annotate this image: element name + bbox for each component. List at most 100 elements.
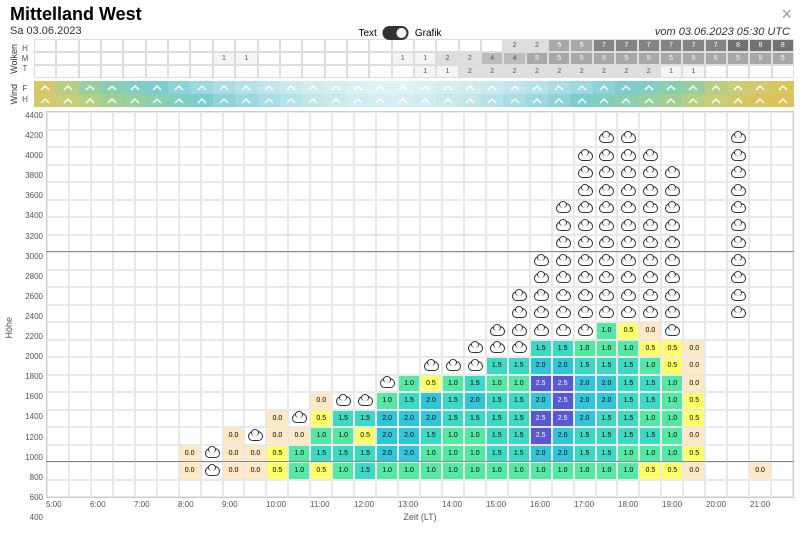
thermal-cell	[354, 182, 376, 200]
thermal-cell: 2.0	[552, 427, 574, 445]
cloud-icon	[599, 291, 613, 301]
y-tick: 800	[30, 473, 43, 482]
cloud-cell	[123, 39, 145, 52]
thermal-cell	[442, 305, 464, 323]
cloud-cell	[101, 52, 123, 65]
wind-cell	[347, 81, 369, 94]
thermal-cell: 1.0	[661, 445, 683, 463]
thermal-cell	[310, 112, 332, 130]
thermal-cell	[179, 200, 201, 218]
thermal-cell	[486, 322, 508, 340]
thermal-cell: 1.5	[486, 357, 508, 375]
cloud-cell	[79, 65, 101, 78]
thermal-cell	[639, 270, 661, 288]
thermal-cell	[288, 340, 310, 358]
thermal-cell	[157, 357, 179, 375]
wind-cell	[682, 81, 704, 94]
thermal-cell	[135, 410, 157, 428]
thermal-cell: 1.0	[617, 340, 639, 358]
thermal-cell	[135, 182, 157, 200]
thermal-cell	[574, 287, 596, 305]
thermal-cell	[201, 270, 223, 288]
thermal-cell	[288, 410, 310, 428]
thermal-cell	[223, 375, 245, 393]
thermal-cell	[617, 182, 639, 200]
thermal-cell	[727, 375, 749, 393]
thermal-cell	[508, 182, 530, 200]
wind-cell	[146, 81, 168, 94]
thermal-cell	[749, 200, 771, 218]
thermal-cell	[113, 340, 135, 358]
toggle-text-label: Text	[358, 28, 376, 39]
cloud-cell	[347, 39, 369, 52]
thermal-cell	[442, 165, 464, 183]
thermal-cell	[69, 445, 91, 463]
cloud-icon	[731, 238, 745, 248]
cloud-cell	[190, 39, 212, 52]
cloud-cell	[235, 65, 257, 78]
thermal-cell: 1.0	[639, 410, 661, 428]
cloud-icon	[578, 326, 592, 336]
thermal-cell: 2.0	[376, 410, 398, 428]
view-toggle[interactable]: Text Grafik	[358, 26, 441, 40]
thermal-cell: 1.5	[354, 445, 376, 463]
thermal-cell: 1.0	[332, 462, 354, 480]
cloud-cell: 2	[548, 65, 570, 78]
thermal-cell: 1.0	[442, 375, 464, 393]
thermal-cell	[157, 427, 179, 445]
thermal-cell	[574, 235, 596, 253]
thermal-cell	[223, 112, 245, 130]
thermal-cell	[135, 322, 157, 340]
thermal-cell: 2.5	[552, 392, 574, 410]
wind-cell	[190, 94, 212, 107]
thermal-cell	[683, 112, 705, 130]
thermal-cell: 1.5	[552, 340, 574, 358]
thermal-cell	[157, 480, 179, 498]
wind-cell	[56, 81, 78, 94]
y-tick: 2600	[25, 292, 43, 301]
thermal-cell	[47, 375, 69, 393]
y-tick: 4400	[25, 111, 43, 120]
thermal-cell	[617, 112, 639, 130]
thermal-cell	[530, 217, 552, 235]
thermal-cell	[354, 322, 376, 340]
thermal-cell: 1.0	[596, 340, 618, 358]
thermal-cell	[442, 235, 464, 253]
thermal-cell	[464, 130, 486, 148]
thermal-cell	[288, 182, 310, 200]
thermal-cell	[376, 270, 398, 288]
thermal-cell	[332, 375, 354, 393]
wind-cell	[593, 81, 615, 94]
toggle-switch[interactable]	[383, 26, 409, 40]
wind-cell	[772, 81, 794, 94]
cloud-cell: 5	[570, 39, 592, 52]
thermal-cell	[135, 235, 157, 253]
thermal-cell	[486, 217, 508, 235]
thermal-cell	[288, 217, 310, 235]
wind-cell	[146, 94, 168, 107]
wind-cell	[34, 81, 56, 94]
thermal-cell: 1.5	[596, 427, 618, 445]
wind-cell	[213, 81, 235, 94]
thermal-cell	[47, 182, 69, 200]
thermal-cell	[201, 130, 223, 148]
thermal-cell	[574, 130, 596, 148]
thermal-cell	[266, 200, 288, 218]
thermal-cell	[661, 182, 683, 200]
thermal-cell: 0.0	[266, 410, 288, 428]
wind-row-label: H	[22, 95, 28, 104]
thermal-cell	[486, 305, 508, 323]
thermal-cell	[201, 287, 223, 305]
thermal-cell	[727, 235, 749, 253]
thermal-cell: 1.0	[661, 375, 683, 393]
thermal-cell: 1.5	[420, 427, 442, 445]
wind-cell	[302, 81, 324, 94]
thermal-cell	[749, 147, 771, 165]
cloud-cell: 5	[548, 39, 570, 52]
close-icon[interactable]: ×	[781, 4, 792, 25]
wind-cell	[235, 94, 257, 107]
cloud-icon	[599, 221, 613, 231]
thermal-cell: 0.0	[683, 375, 705, 393]
thermal-cell	[596, 112, 618, 130]
thermal-cell	[157, 462, 179, 480]
